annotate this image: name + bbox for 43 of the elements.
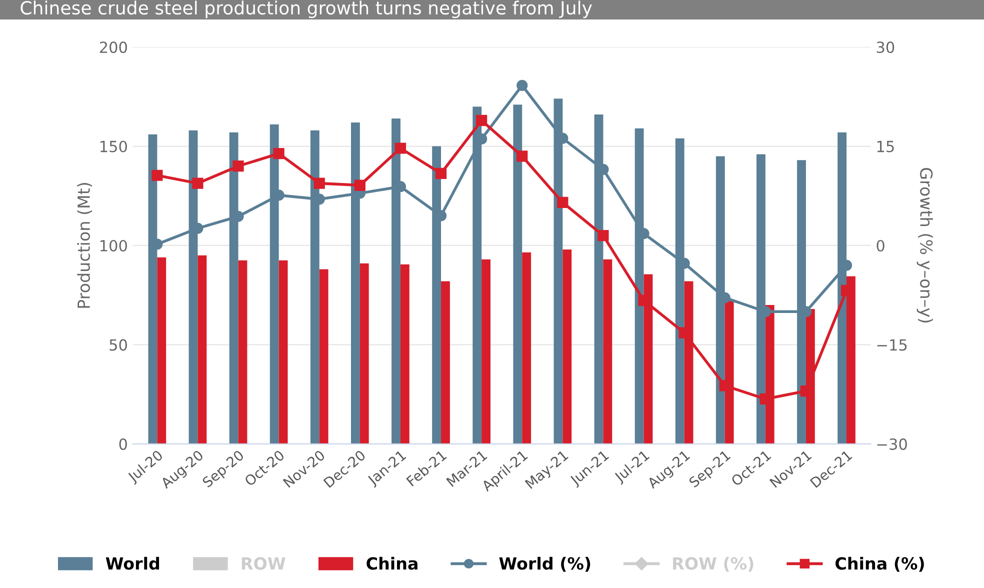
- bar: [603, 259, 612, 444]
- legend-label: China: [366, 556, 418, 570]
- chart-title: Chinese crude steel production growth turns negative from July: [20, 0, 592, 18]
- y-tick-label: 50: [110, 339, 127, 351]
- point: [354, 180, 366, 191]
- bar: [482, 259, 490, 444]
- y2-axis-title: Growth (% y–on–y): [916, 168, 933, 323]
- legend-label: China (%): [836, 556, 924, 572]
- point: [152, 170, 163, 181]
- legend-label: World: [106, 556, 160, 570]
- point: [273, 148, 284, 160]
- y-tick-label: 0: [119, 438, 127, 450]
- point: [598, 230, 609, 242]
- point: [232, 160, 244, 172]
- point: [557, 196, 568, 208]
- y-tick-label: 150: [100, 140, 127, 152]
- y-tick-label: 100: [100, 240, 127, 252]
- point: [314, 178, 325, 189]
- legend-label: World (%): [499, 556, 590, 572]
- y-tick-label: 200: [100, 42, 127, 54]
- bar: [319, 269, 328, 444]
- bar: [400, 264, 410, 444]
- bar: [360, 263, 369, 444]
- bar: [513, 104, 522, 444]
- y2-tick-label: 15: [877, 140, 894, 152]
- bar: [198, 255, 207, 444]
- bar: [278, 260, 288, 444]
- y-axis-title: Production (Mt): [77, 182, 92, 308]
- bar: [441, 281, 450, 444]
- point: [516, 150, 528, 162]
- bar: [522, 252, 532, 444]
- bar: [238, 260, 248, 444]
- y2-tick-label: 30: [876, 42, 894, 54]
- y2-tick-label: −30: [877, 438, 907, 450]
- point: [516, 80, 528, 91]
- point: [476, 114, 488, 126]
- bar: [562, 249, 572, 444]
- point: [435, 168, 447, 179]
- y2-tick-label: 0: [876, 240, 884, 252]
- point: [192, 178, 204, 189]
- y2-tick-label: −15: [877, 339, 907, 351]
- point: [394, 142, 406, 154]
- bar: [157, 257, 166, 444]
